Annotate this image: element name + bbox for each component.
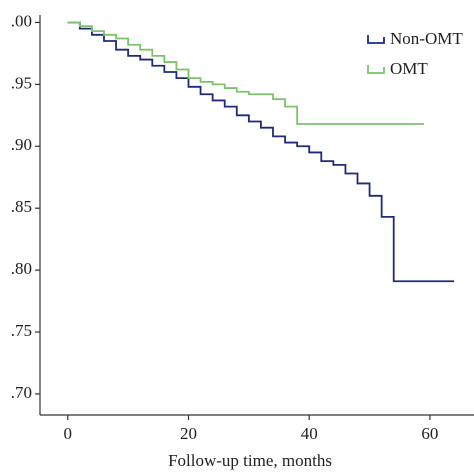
legend-swatch [367,65,385,74]
x-tick-label: 60 [421,424,438,443]
x-tick-label: 40 [301,424,318,443]
y-tick-label: .95 [11,73,32,92]
legend-swatch [367,35,385,44]
x-tick-label: 20 [180,424,197,443]
x-tick-label: 0 [64,424,73,443]
legend-label: OMT [390,59,428,78]
y-tick-label: .75 [11,321,32,340]
x-axis-label: Follow-up time, months [168,451,332,470]
survival-curve [67,21,424,125]
y-tick-label: .70 [11,383,32,402]
y-tick-label: .80 [11,259,32,278]
y-tick-label: .00 [11,11,32,30]
y-tick-label: .90 [11,135,32,154]
legend-label: Non-OMT [390,29,463,48]
y-tick-label: .85 [11,197,32,216]
survival-curve [67,21,455,283]
